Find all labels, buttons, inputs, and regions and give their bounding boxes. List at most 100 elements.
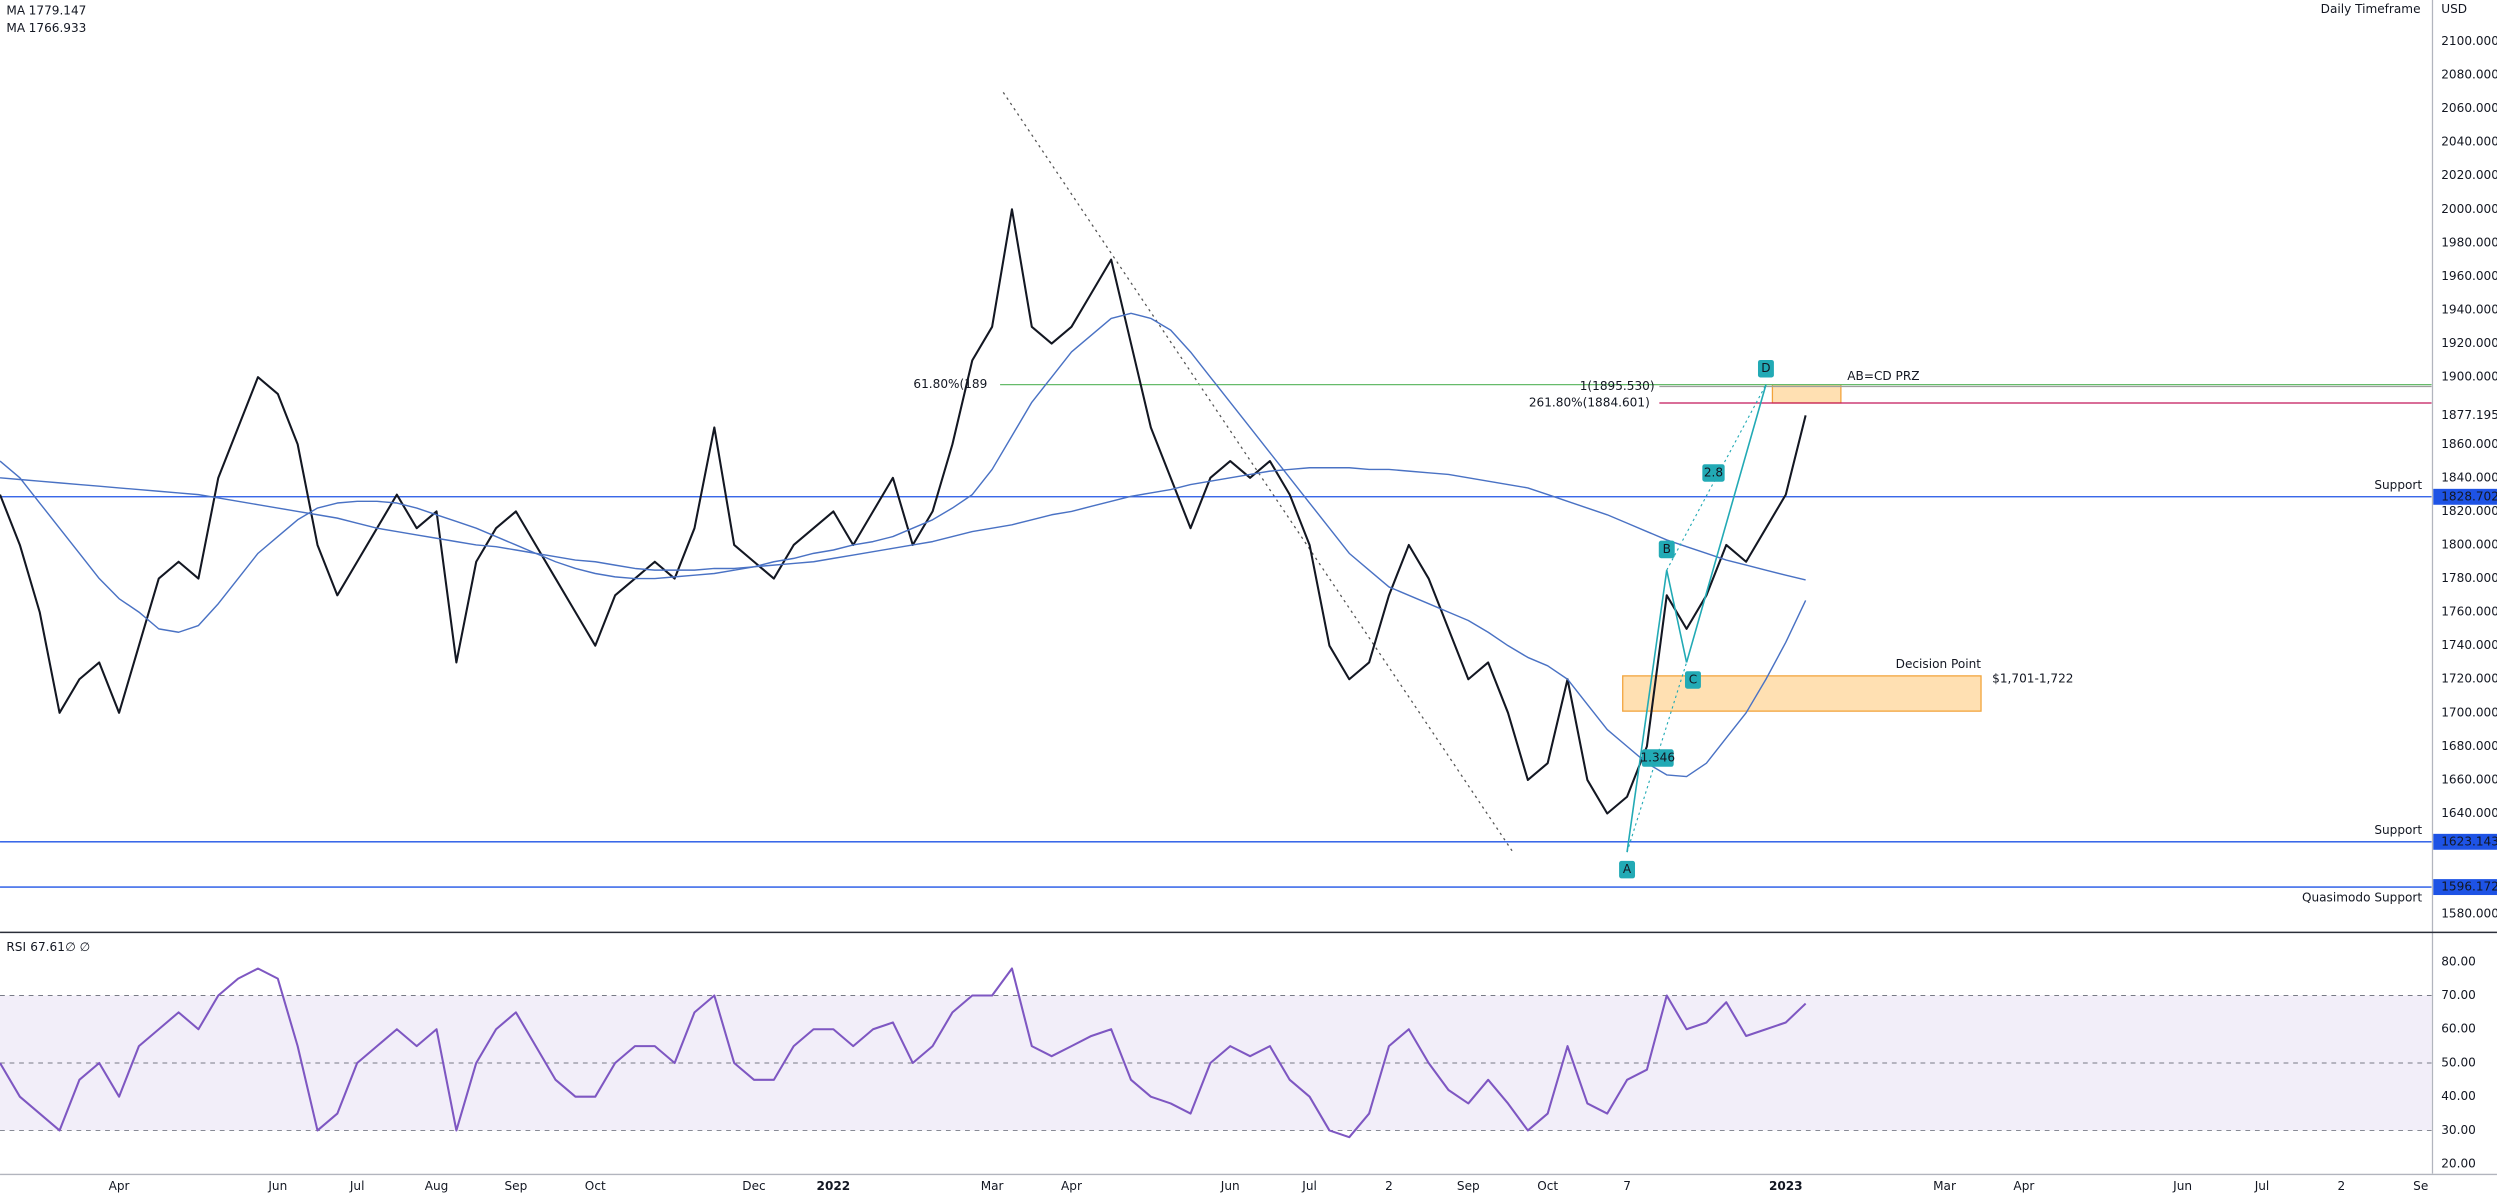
x-tick-label: Apr xyxy=(109,1179,130,1193)
ratio-box xyxy=(1702,464,1725,482)
x-tick-label: Jul xyxy=(2254,1179,2270,1193)
y-tick-label: 1680.000 xyxy=(2441,739,2497,753)
zone xyxy=(1622,675,1982,712)
y-tick-label: 1820.000 xyxy=(2441,504,2497,518)
y-tick-label: 2020.000 xyxy=(2441,168,2497,182)
price-line xyxy=(0,208,1807,815)
price-axis-bg xyxy=(2431,0,2497,1198)
level-name: Support xyxy=(2374,823,2422,837)
ma-legend-value: 1779.147 xyxy=(29,4,87,18)
x-tick-label: Apr xyxy=(1061,1179,1082,1193)
y-tick-label: 1760.000 xyxy=(2441,605,2497,619)
ratio-box xyxy=(1641,749,1674,767)
zone-range-label: $1,701-1,722 xyxy=(1992,672,2073,686)
ma-legend-value: 1766.933 xyxy=(29,21,87,35)
x-tick-label: 2023 xyxy=(1769,1179,1803,1193)
fib-label: 61.80%(189 xyxy=(913,377,987,391)
y-tick-label: 1840.000 xyxy=(2441,470,2497,484)
zone-label: AB=CD PRZ xyxy=(1847,369,1919,383)
pattern-point-box xyxy=(1619,860,1636,879)
x-tick-label: Apr xyxy=(2013,1179,2034,1193)
pattern-point-box xyxy=(1658,540,1675,559)
zone-label: Decision Point xyxy=(1896,657,1982,671)
series-line xyxy=(0,312,1807,778)
fib-label: 261.80%(1884.601) xyxy=(1529,395,1650,409)
x-tick-label: Dec xyxy=(742,1179,765,1193)
y-tick-label: 1860.000 xyxy=(2441,437,2497,451)
x-tick-label: 2 xyxy=(1385,1179,1393,1193)
y-tick-label: 1980.000 xyxy=(2441,235,2497,249)
y-tick-label: 1780.000 xyxy=(2441,571,2497,585)
x-tick-label: Se xyxy=(2413,1179,2428,1193)
x-tick-label: 2 xyxy=(2338,1179,2346,1193)
x-tick-label: Oct xyxy=(585,1179,606,1193)
level-price-label: 1623.143 xyxy=(2441,834,2497,848)
currency-label: USD xyxy=(2441,2,2467,16)
rsi-tick-label: 60.00 xyxy=(2441,1022,2476,1036)
rsi-legend-flags: ∅ ∅ xyxy=(65,940,90,954)
pattern-leg xyxy=(1626,570,1668,853)
rsi-legend-value: 67.61 xyxy=(30,940,65,954)
x-tick-label: 7 xyxy=(1623,1179,1631,1193)
pattern-point-label: C xyxy=(1689,672,1697,686)
y-tick-label: 1640.000 xyxy=(2441,806,2497,820)
y-tick-label: 1700.000 xyxy=(2441,705,2497,719)
pattern-point-box xyxy=(1757,359,1774,378)
level-name: Quasimodo Support xyxy=(2302,891,2422,905)
ma-legend-name: MA xyxy=(6,4,25,18)
rsi-tick-label: 30.00 xyxy=(2441,1123,2476,1137)
y-tick-label: 1940.000 xyxy=(2441,302,2497,316)
rsi-legend-name: RSI xyxy=(6,940,26,954)
x-tick-label: Jun xyxy=(267,1179,287,1193)
y-tick-label: 2000.000 xyxy=(2441,202,2497,216)
pattern-point-box xyxy=(1684,671,1701,689)
x-tick-label: Mar xyxy=(1933,1179,1956,1193)
fib-label: 1(1895.530) xyxy=(1580,379,1655,393)
x-tick-label: Sep xyxy=(505,1179,528,1193)
last-price-label: 1877.195 xyxy=(2441,408,2497,422)
pattern-dotted-leg xyxy=(1666,384,1767,571)
x-tick-label: Jul xyxy=(1301,1179,1317,1193)
x-tick-label: Jul xyxy=(349,1179,365,1193)
y-tick-label: 1960.000 xyxy=(2441,269,2497,283)
price-line xyxy=(0,967,1807,1139)
y-tick-label: 1660.000 xyxy=(2441,772,2497,786)
y-tick-label: 1800.000 xyxy=(2441,537,2497,551)
x-tick-label: Jun xyxy=(1220,1179,1240,1193)
rsi-tick-label: 40.00 xyxy=(2441,1089,2476,1103)
series-line xyxy=(0,467,1806,581)
x-tick-label: Oct xyxy=(1537,1179,1558,1193)
ratio-label: 2.8 xyxy=(1704,465,1723,479)
rsi-tick-label: 80.00 xyxy=(2441,954,2476,968)
y-tick-label: 1900.000 xyxy=(2441,370,2497,384)
y-tick-label: 2080.000 xyxy=(2441,68,2497,82)
rsi-tick-label: 20.00 xyxy=(2441,1157,2476,1171)
ratio-label: 1.346 xyxy=(1640,751,1675,765)
pattern-point-label: B xyxy=(1663,542,1671,556)
y-tick-label: 2100.000 xyxy=(2441,34,2497,48)
timeframe-label: Daily Timeframe xyxy=(2321,2,2421,16)
x-tick-label: 2022 xyxy=(817,1179,851,1193)
x-tick-label: Aug xyxy=(425,1179,449,1193)
x-tick-label: Mar xyxy=(981,1179,1004,1193)
y-tick-label: 1920.000 xyxy=(2441,336,2497,350)
y-tick-label: 1740.000 xyxy=(2441,638,2497,652)
x-tick-label: Jun xyxy=(2172,1179,2192,1193)
pattern-point-label: D xyxy=(1761,361,1770,375)
rsi-tick-label: 70.00 xyxy=(2441,988,2476,1002)
y-tick-label: 1580.000 xyxy=(2441,907,2497,921)
level-price-box xyxy=(2433,833,2497,850)
x-tick-label: Sep xyxy=(1457,1179,1480,1193)
pattern-point-label: A xyxy=(1623,862,1632,876)
pattern-leg xyxy=(1685,384,1767,663)
zone xyxy=(1771,383,1842,404)
y-tick-label: 2040.000 xyxy=(2441,135,2497,149)
y-tick-label: 2060.000 xyxy=(2441,101,2497,115)
level-price-box xyxy=(2433,488,2497,505)
level-price-box xyxy=(2433,879,2497,896)
level-price-label: 1596.172 xyxy=(2441,880,2497,894)
